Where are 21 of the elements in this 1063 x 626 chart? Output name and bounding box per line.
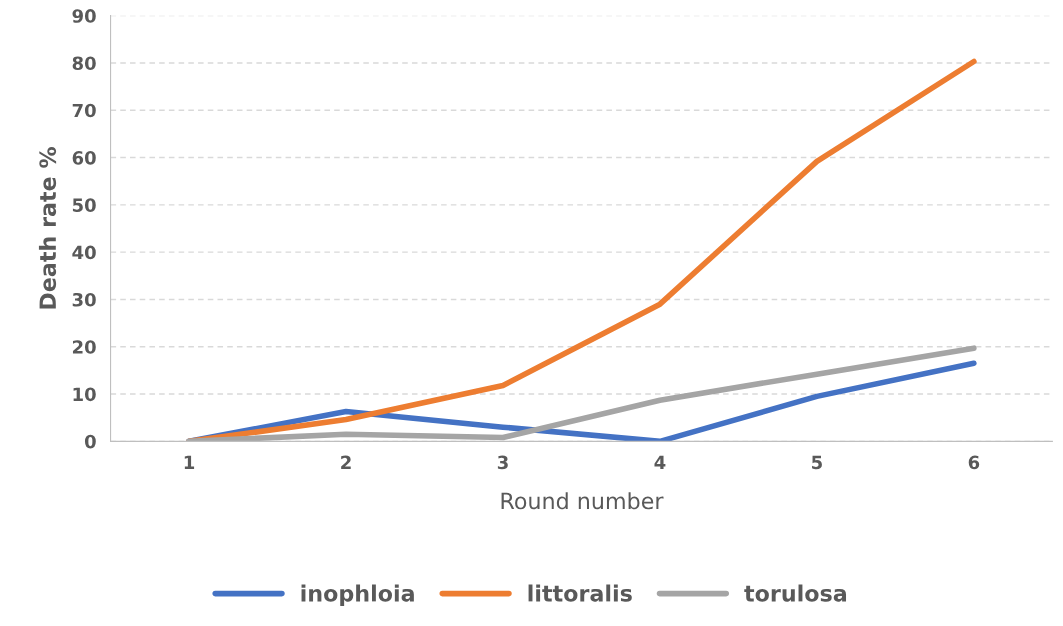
x-tick-label: 2 bbox=[341, 455, 351, 469]
y-tick-label: 0 bbox=[84, 434, 96, 449]
x-tick-label: 3 bbox=[497, 455, 508, 470]
legend-label: torulosa bbox=[744, 584, 847, 602]
y-tick-label: 90 bbox=[72, 9, 96, 23]
x-tick-label: 5 bbox=[812, 455, 822, 470]
legend-label: littoralis bbox=[528, 584, 632, 602]
x-tick-label: 1 bbox=[184, 455, 195, 469]
x-axis-title: Round number bbox=[501, 492, 664, 510]
y-tick-label: 40 bbox=[72, 245, 96, 260]
y-tick-label: 60 bbox=[72, 151, 96, 165]
x-tick-label: 4 bbox=[654, 455, 666, 469]
y-tick-label: 30 bbox=[72, 292, 96, 307]
y-tick-label: 20 bbox=[72, 340, 96, 354]
y-tick-label: 80 bbox=[72, 56, 96, 71]
y-axis-title: Death rate % bbox=[38, 147, 57, 309]
legend-label: inophloia bbox=[301, 584, 414, 606]
y-tick-label: 50 bbox=[72, 198, 96, 212]
x-tick-label: 6 bbox=[968, 455, 980, 470]
y-tick-label: 70 bbox=[72, 103, 96, 118]
y-tick-label: 10 bbox=[73, 387, 96, 402]
